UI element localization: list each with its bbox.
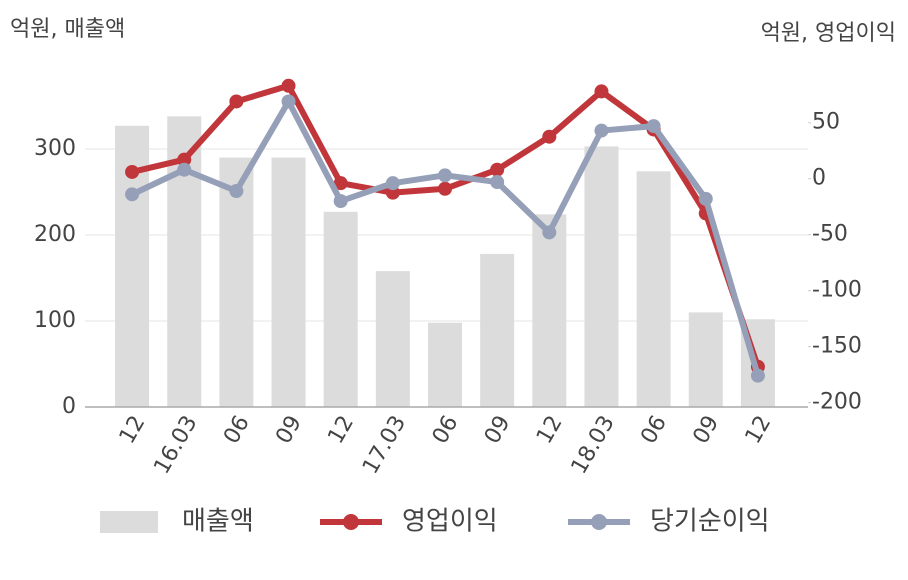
legend-swatch (343, 514, 359, 530)
y2-tick-label: -50 (812, 222, 848, 247)
point (125, 187, 140, 202)
point (542, 225, 557, 240)
bar (636, 171, 671, 407)
bar (271, 157, 306, 407)
legend-swatch (591, 514, 607, 530)
point (281, 78, 296, 93)
legend-label: 영업이익 (402, 507, 498, 537)
point (750, 368, 765, 383)
x-tick-label: 12 (115, 412, 151, 449)
point (594, 123, 609, 138)
x-tick-label: 18.03 (567, 412, 620, 479)
point (490, 175, 505, 190)
point (490, 162, 505, 177)
bar (532, 214, 567, 407)
legend-label: 당기순이익 (650, 507, 770, 537)
y-tick-label: 200 (34, 222, 76, 247)
y2-tick-label: -100 (812, 278, 862, 303)
x-tick-label: 09 (271, 412, 307, 449)
point (438, 181, 452, 196)
bar (584, 146, 619, 408)
bar (480, 253, 515, 407)
point (594, 84, 609, 99)
x-tick-label: 12 (323, 412, 359, 449)
x-tick-label: 12 (741, 412, 777, 449)
point (125, 164, 140, 179)
x-tick-label: 09 (480, 411, 516, 448)
bar (688, 312, 723, 407)
x-tick-label: 16.03 (149, 412, 202, 479)
bar (375, 271, 410, 407)
y-tick-label: 0 (62, 394, 76, 419)
legend-label: 매출액 (182, 507, 254, 537)
y2-tick-label: -150 (812, 334, 862, 359)
point (177, 152, 192, 167)
right-axis-label: 억원, 영업이익 (761, 21, 896, 46)
x-tick-label: 06 (428, 412, 464, 449)
legend-swatch (100, 511, 158, 533)
x-tick-label: 17.03 (358, 412, 411, 479)
point (229, 94, 244, 109)
point (281, 94, 296, 109)
point (333, 176, 348, 191)
left-axis-label: 억원, 매출액 (10, 17, 125, 42)
point (229, 183, 244, 198)
bar (219, 157, 254, 407)
point (646, 119, 661, 134)
point (438, 168, 452, 183)
y-tick-label: 300 (34, 136, 76, 161)
bar (428, 322, 462, 407)
bar (323, 211, 358, 407)
x-tick-label: 09 (689, 412, 725, 449)
y2-tick-label: 0 (812, 166, 826, 191)
x-tick-label: 06 (219, 412, 255, 449)
point (177, 162, 192, 177)
x-tick-label: 12 (532, 412, 568, 449)
point (542, 129, 557, 144)
y-tick-label: 100 (34, 308, 76, 333)
point (698, 191, 713, 206)
point (333, 194, 348, 209)
y2-tick-label: 50 (812, 110, 840, 135)
x-tick-label: 06 (636, 412, 672, 449)
point (385, 176, 400, 191)
y2-tick-label: -200 (812, 390, 862, 415)
